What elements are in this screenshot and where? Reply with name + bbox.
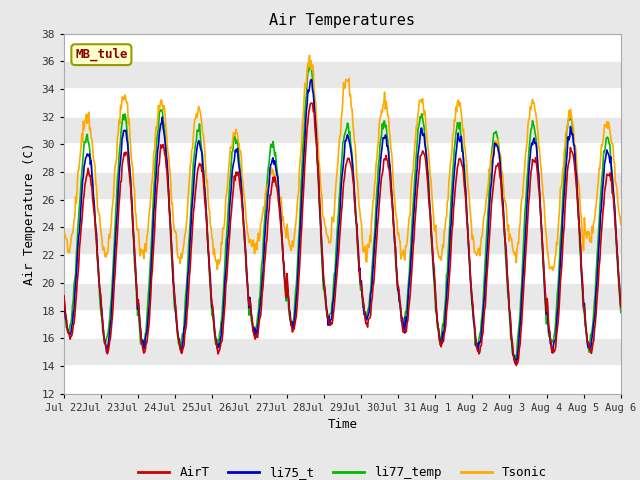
li75_t [127,193,135,199]
Bar [64,228,621,255]
Tsonic [428,178,435,184]
AirT [214,347,221,352]
Line: Tsonic: Tsonic [64,55,621,270]
AirT [513,362,520,368]
AirT [617,304,625,310]
li77_temp [60,298,68,303]
li77_temp [214,336,221,342]
li77_temp [617,310,625,315]
AirT [411,220,419,226]
Bar [64,338,621,366]
li77_temp [184,260,192,265]
Bar [64,172,621,200]
Line: AirT: AirT [64,103,621,365]
li75_t [70,307,78,313]
Y-axis label: Air Temperature (C): Air Temperature (C) [23,143,36,285]
Line: li75_t: li75_t [64,80,621,364]
Tsonic [184,198,192,204]
Tsonic [60,231,68,237]
li77_temp [513,360,520,366]
li75_t [307,77,315,83]
AirT [184,301,192,307]
Bar [64,117,621,144]
AirT [428,222,435,228]
li75_t [60,294,68,300]
li77_temp [307,61,314,67]
Tsonic [411,143,419,149]
AirT [70,320,78,326]
li75_t [428,228,435,234]
Bar [64,61,621,89]
Tsonic [214,266,221,272]
Title: Air Temperatures: Air Temperatures [269,13,415,28]
Tsonic [549,267,557,273]
li75_t [511,361,519,367]
li77_temp [70,281,78,287]
li75_t [411,196,419,202]
li75_t [214,346,221,351]
X-axis label: Time: Time [328,418,357,431]
Tsonic [70,217,78,223]
AirT [127,196,135,202]
Legend: AirT, li75_t, li77_temp, Tsonic: AirT, li75_t, li77_temp, Tsonic [133,461,552,480]
li77_temp [127,191,135,196]
Tsonic [617,222,625,228]
Line: li77_temp: li77_temp [64,64,621,363]
Bar [64,283,621,311]
Text: MB_tule: MB_tule [75,48,127,61]
li77_temp [411,174,419,180]
li75_t [617,304,625,310]
AirT [60,293,68,299]
Tsonic [127,156,135,162]
Tsonic [306,52,314,58]
li75_t [184,272,192,277]
li77_temp [428,234,435,240]
AirT [308,100,316,106]
